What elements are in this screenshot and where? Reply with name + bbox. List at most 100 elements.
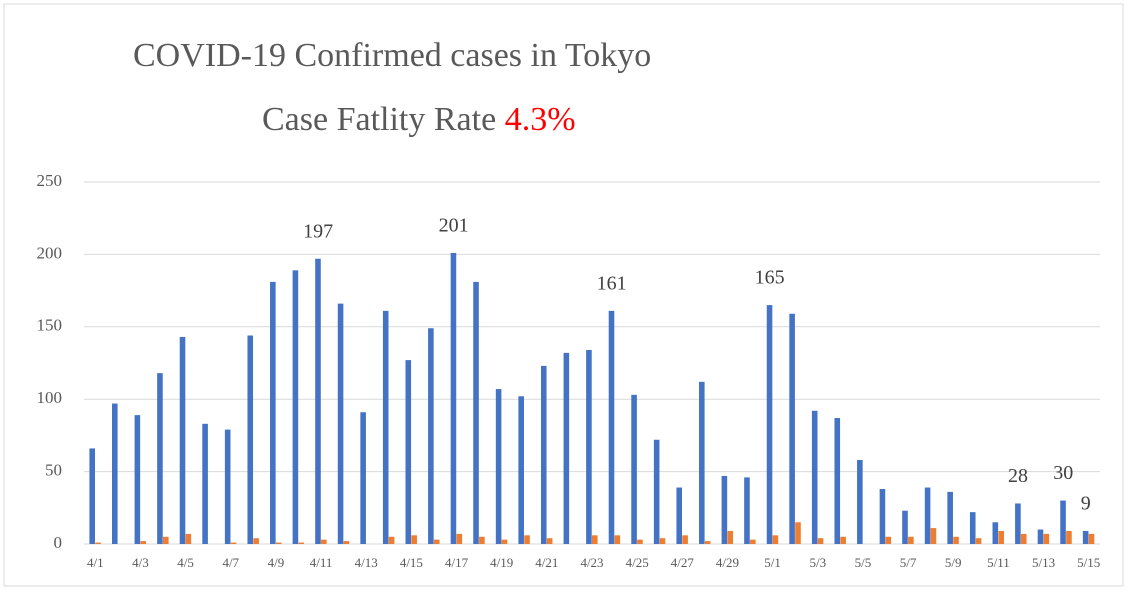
bar	[224, 429, 231, 544]
bar	[134, 415, 141, 544]
bar	[750, 539, 756, 544]
bar	[433, 539, 440, 544]
bar	[540, 365, 547, 544]
y-tick-label: 200	[37, 243, 63, 262]
bar	[608, 310, 615, 544]
bar	[885, 536, 892, 544]
bar	[230, 542, 237, 544]
bar	[388, 536, 395, 544]
bar	[879, 488, 886, 544]
x-tick-label: 4/19	[490, 555, 513, 570]
bar	[546, 538, 553, 544]
bar	[727, 530, 734, 544]
bar	[857, 460, 863, 544]
bar	[1066, 530, 1072, 544]
x-tick-label: 4/21	[535, 555, 558, 570]
y-tick-label: 250	[37, 171, 63, 190]
bar	[930, 528, 937, 544]
bar	[89, 448, 95, 544]
bar	[1020, 533, 1027, 544]
bar	[450, 252, 457, 544]
bar	[676, 487, 683, 544]
x-tick-label: 5/11	[987, 555, 1010, 570]
x-tick-label: 5/9	[945, 555, 962, 570]
bar	[202, 423, 208, 544]
bar	[518, 396, 524, 544]
bar	[947, 491, 953, 544]
x-tick-label: 4/29	[716, 555, 739, 570]
bar	[969, 512, 976, 544]
bar	[495, 389, 502, 544]
x-tick-label: 4/9	[268, 555, 285, 570]
y-tick-label: 50	[45, 461, 62, 480]
x-tick-label: 4/11	[310, 555, 333, 570]
x-tick-label: 4/13	[355, 555, 378, 570]
bar	[586, 349, 592, 544]
x-tick-label: 4/25	[626, 555, 649, 570]
data-label: 201	[439, 215, 469, 237]
bar	[524, 535, 530, 544]
bar	[789, 313, 795, 544]
bar	[1060, 500, 1066, 544]
y-tick-label: 100	[37, 388, 63, 407]
bar	[298, 542, 305, 544]
bar	[321, 539, 327, 544]
bar	[637, 539, 643, 544]
data-label: 165	[755, 267, 785, 289]
bar	[659, 538, 666, 544]
bar	[834, 418, 841, 544]
bar	[179, 336, 186, 544]
bar	[1037, 529, 1044, 544]
bar	[563, 352, 570, 544]
x-tick-label: 4/27	[671, 555, 695, 570]
bar	[1043, 533, 1050, 544]
bar	[270, 281, 276, 544]
y-tick-label: 150	[37, 316, 63, 335]
bar	[473, 281, 479, 544]
bar	[592, 535, 598, 544]
x-tick-label: 5/7	[900, 555, 917, 570]
bar	[360, 412, 366, 544]
subtitle-text: Case Fatlity Rate	[262, 101, 496, 138]
chart-title: COVID-19 Confirmed cases in Tokyo	[133, 37, 651, 74]
bar	[631, 394, 637, 544]
bar	[924, 487, 931, 544]
bar	[699, 381, 705, 544]
x-tick-label: 4/23	[580, 555, 603, 570]
subtitle-highlight: 4.3%	[505, 101, 576, 138]
bar	[721, 475, 728, 544]
bar	[140, 541, 147, 544]
bar	[95, 542, 101, 544]
x-tick-label: 5/1	[764, 555, 781, 570]
bar	[428, 328, 434, 544]
x-tick-label: 4/1	[87, 555, 104, 570]
bar	[1015, 503, 1021, 544]
bar	[817, 538, 824, 544]
bar	[337, 303, 344, 544]
bar	[479, 536, 485, 544]
bar	[744, 477, 750, 544]
x-tick-label: 5/5	[855, 555, 872, 570]
bar	[411, 535, 417, 544]
bar	[253, 538, 259, 544]
bar	[614, 535, 621, 544]
bar	[840, 536, 846, 544]
bar	[1088, 533, 1095, 544]
y-tick-label: 0	[54, 533, 63, 552]
bar	[247, 335, 254, 544]
chart-subtitle: Case Fatlity Rate 4.3%	[262, 101, 576, 138]
bar	[185, 533, 192, 544]
data-label: 30	[1053, 462, 1073, 484]
data-label: 197	[303, 220, 333, 242]
bar	[157, 373, 163, 544]
bar	[292, 270, 299, 544]
bar	[795, 522, 801, 544]
bar	[953, 536, 959, 544]
bar	[772, 535, 779, 544]
bar	[405, 360, 412, 544]
x-tick-label: 4/3	[132, 555, 149, 570]
x-tick-label: 5/13	[1032, 555, 1055, 570]
data-label: 161	[597, 272, 627, 294]
bar	[382, 310, 389, 544]
